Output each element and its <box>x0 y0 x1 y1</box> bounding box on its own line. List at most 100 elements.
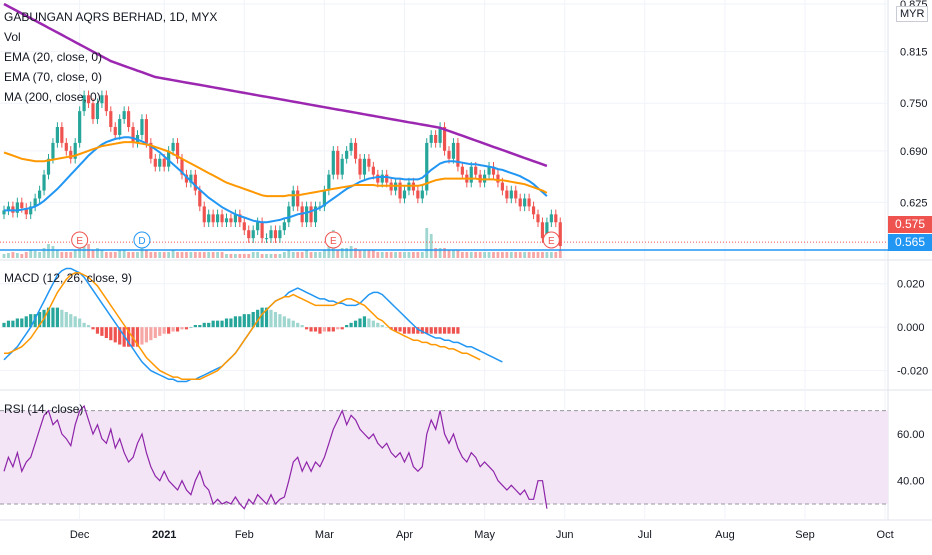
volume-bar <box>385 252 389 258</box>
legend-macd[interactable]: MACD (12, 26, close, 9) <box>4 271 133 285</box>
rsi-tick-label: 60.00 <box>897 429 925 441</box>
macd-histogram-bar <box>144 327 148 343</box>
volume-bar <box>496 252 500 258</box>
volume-bar <box>96 248 99 258</box>
volume-bar <box>363 250 366 258</box>
volume-bar <box>113 252 117 258</box>
macd-histogram-bar <box>376 322 380 328</box>
macd-histogram-bar <box>456 327 460 334</box>
volume-bar <box>394 252 397 258</box>
macd-histogram-bar <box>51 307 55 328</box>
macd-histogram-bar <box>220 320 224 328</box>
candle-body <box>202 206 206 223</box>
volume-bar <box>549 252 553 258</box>
volume-bar <box>505 252 509 258</box>
volume-bar <box>554 252 558 258</box>
macd-histogram-bar <box>420 327 424 334</box>
volume-bar <box>11 252 15 258</box>
rsi-line <box>3 404 548 510</box>
volume-bar <box>162 252 166 258</box>
volume-bar <box>398 252 402 258</box>
candle-body <box>527 198 531 207</box>
macd-histogram-bar <box>313 327 318 332</box>
volume-bar <box>327 246 331 258</box>
volume-bar <box>412 252 415 258</box>
volume-bar <box>167 252 171 258</box>
candle-body <box>536 214 540 223</box>
candle-body <box>531 206 536 215</box>
legend-ema20[interactable]: EMA (20, close, 0) <box>4 50 103 64</box>
macd-histogram-bar <box>38 311 42 328</box>
macd-pane <box>2 267 503 383</box>
legend-vol[interactable]: Vol <box>4 30 21 44</box>
candle-body <box>322 190 326 207</box>
macd-histogram-bar <box>251 311 255 328</box>
event-marker <box>542 231 560 249</box>
volume-bar <box>314 252 317 258</box>
candle-body <box>29 206 33 215</box>
candle-body <box>113 127 117 135</box>
candle-body <box>207 214 211 223</box>
volume-bar <box>509 252 513 258</box>
candle-body <box>487 166 491 175</box>
candle-body <box>269 230 273 239</box>
volume-bar <box>282 252 286 258</box>
macd-histogram-bar <box>95 327 100 334</box>
signal-line <box>4 272 481 381</box>
candle-body <box>216 214 220 223</box>
volume-bar <box>429 234 433 258</box>
time-tick-label: Dec <box>70 529 90 541</box>
macd-histogram-bar <box>247 314 251 328</box>
event-marker <box>324 231 342 249</box>
candle-body <box>416 190 420 199</box>
volume-bar <box>180 252 184 258</box>
candle-body <box>278 230 282 239</box>
volume-bar <box>145 250 148 258</box>
candle-body <box>91 103 95 120</box>
volume-bar <box>492 252 495 258</box>
candle-body <box>340 158 344 175</box>
candle-body <box>122 111 126 120</box>
volume-bar <box>434 248 438 258</box>
macd-histogram-bar <box>322 327 326 332</box>
macd-histogram-bar <box>113 327 117 343</box>
time-tick-label: Oct <box>877 529 894 541</box>
candle-body <box>305 206 309 223</box>
currency-button[interactable]: MYR <box>896 6 929 22</box>
macd-histogram-bar <box>6 320 11 328</box>
volume-bar <box>460 252 464 258</box>
volume-bar <box>380 252 384 258</box>
candle-body <box>554 214 558 223</box>
volume-bar <box>296 252 300 258</box>
candle-body <box>313 206 318 223</box>
volume-bar <box>416 252 420 258</box>
legend-ma200[interactable]: MA (200, close, 0) <box>4 90 101 104</box>
candle-body <box>523 198 527 207</box>
time-tick-label: Jun <box>556 529 574 541</box>
volume-bar <box>309 252 313 258</box>
macd-histogram-bar <box>180 327 184 330</box>
volume-bar <box>211 252 215 258</box>
volume-bar <box>527 252 531 258</box>
macd-histogram-bar <box>69 314 73 328</box>
legend-ema70[interactable]: EMA (70, close, 0) <box>4 70 103 84</box>
candle-body <box>118 119 122 135</box>
volume-bar <box>127 252 130 258</box>
candle-body <box>496 174 500 183</box>
macd-histogram-bar <box>20 318 24 328</box>
legend-rsi[interactable]: RSI (14, close) <box>4 402 84 416</box>
volume-bar <box>558 250 562 258</box>
macd-histogram-bar <box>402 327 407 334</box>
macd-histogram-bar <box>202 322 206 328</box>
macd-histogram-bar <box>416 327 420 334</box>
candle-body <box>429 134 433 143</box>
candle-body <box>345 150 349 159</box>
candle-body <box>353 142 358 159</box>
candle-body <box>95 103 100 120</box>
line-price-label: 0.565 <box>888 234 932 251</box>
macd-histogram-bar <box>216 320 220 328</box>
candle-body <box>144 119 148 143</box>
volume-bar <box>38 252 41 258</box>
candle-body <box>518 198 522 207</box>
macd-histogram-bar <box>260 307 264 328</box>
